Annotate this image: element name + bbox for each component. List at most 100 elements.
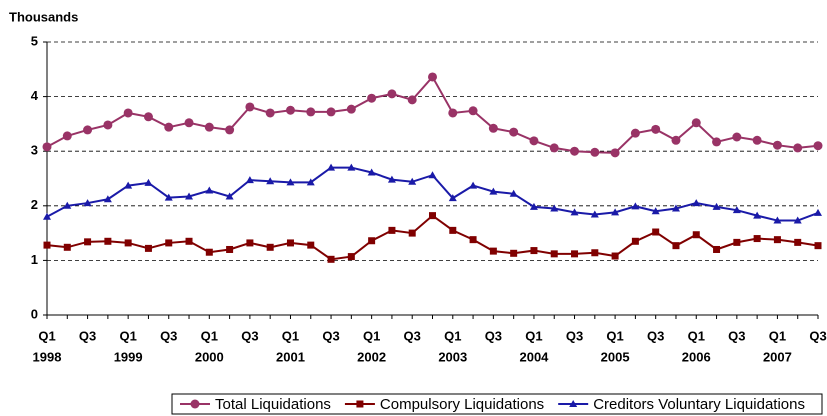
marker — [286, 178, 295, 186]
marker — [245, 176, 254, 184]
marker — [266, 243, 274, 251]
marker — [246, 239, 254, 247]
x-tick-label: Q1 — [769, 328, 786, 343]
marker — [468, 106, 478, 116]
x-tick-label: Q3 — [647, 328, 664, 343]
x-year-label: 2006 — [682, 349, 711, 364]
y-tick-label: 3 — [31, 143, 38, 158]
marker — [143, 112, 153, 122]
marker — [793, 143, 803, 153]
marker — [651, 207, 660, 215]
marker — [124, 181, 133, 189]
marker — [449, 226, 457, 234]
marker — [346, 104, 356, 114]
x-tick-label: Q3 — [728, 328, 745, 343]
marker — [327, 255, 335, 263]
y-tick-label: 2 — [31, 197, 38, 212]
marker — [63, 201, 72, 209]
marker — [793, 216, 802, 224]
legend-box — [171, 393, 823, 415]
marker — [692, 199, 701, 207]
marker — [428, 171, 437, 179]
marker — [144, 244, 152, 252]
marker — [671, 135, 681, 145]
marker — [62, 131, 72, 141]
marker — [489, 247, 497, 255]
marker — [630, 128, 640, 138]
marker — [225, 192, 234, 200]
marker — [550, 250, 558, 258]
marker — [368, 237, 376, 245]
x-year-label: 2003 — [438, 349, 467, 364]
marker — [43, 212, 51, 220]
marker — [610, 148, 620, 158]
marker — [713, 245, 721, 253]
marker — [226, 245, 234, 253]
marker — [590, 210, 599, 218]
marker — [144, 178, 153, 186]
marker — [712, 202, 721, 210]
marker — [590, 147, 600, 157]
y-axis-label: Thousands — [9, 9, 78, 24]
x-year-label: 2002 — [357, 349, 386, 364]
x-tick-label: Q1 — [688, 328, 705, 343]
marker — [103, 195, 112, 203]
marker — [672, 242, 680, 250]
x-year-label: 2001 — [276, 349, 305, 364]
marker — [388, 226, 396, 234]
marker — [347, 253, 355, 261]
marker — [164, 122, 174, 132]
marker — [265, 108, 275, 118]
marker — [488, 123, 498, 133]
marker — [63, 243, 71, 251]
marker — [691, 118, 701, 128]
x-tick-label: Q3 — [809, 328, 826, 343]
legend-label: Creditors Voluntary Liquidations — [593, 396, 805, 413]
legend-label: Compulsory Liquidations — [380, 396, 544, 413]
series-line — [46, 75, 819, 154]
marker — [286, 239, 294, 247]
marker — [549, 143, 559, 153]
x-tick-label: Q3 — [322, 328, 339, 343]
marker — [569, 400, 578, 407]
x-tick-label: Q1 — [282, 328, 299, 343]
marker — [84, 238, 92, 246]
marker — [448, 108, 458, 118]
marker — [124, 239, 132, 247]
marker — [407, 95, 417, 105]
y-tick-label: 1 — [31, 252, 38, 267]
y-tick-label: 5 — [31, 33, 38, 48]
marker — [367, 93, 377, 103]
x-tick-label: Q1 — [119, 328, 136, 343]
marker — [570, 146, 580, 156]
marker — [550, 204, 559, 212]
x-tick-label: Q1 — [606, 328, 623, 343]
marker — [752, 135, 762, 145]
x-tick-label: Q3 — [241, 328, 258, 343]
marker — [184, 118, 194, 128]
marker — [794, 238, 802, 246]
series-line — [46, 214, 819, 261]
x-tick-label: Q3 — [404, 328, 421, 343]
x-tick-label: Q1 — [444, 328, 461, 343]
marker — [773, 216, 782, 224]
marker — [429, 212, 436, 220]
marker — [732, 132, 742, 142]
marker — [307, 241, 315, 249]
marker — [245, 102, 255, 112]
marker — [306, 178, 315, 186]
marker — [611, 208, 620, 216]
marker — [509, 189, 518, 197]
marker — [529, 136, 539, 146]
marker — [43, 241, 51, 249]
marker — [205, 248, 213, 256]
marker — [671, 204, 680, 212]
marker — [204, 122, 214, 132]
marker — [285, 105, 295, 115]
legend-label: Total Liquidations — [215, 396, 331, 413]
marker — [408, 177, 417, 185]
y-tick-label: 0 — [31, 306, 38, 321]
marker — [692, 231, 700, 239]
x-year-label: 1998 — [33, 349, 62, 364]
